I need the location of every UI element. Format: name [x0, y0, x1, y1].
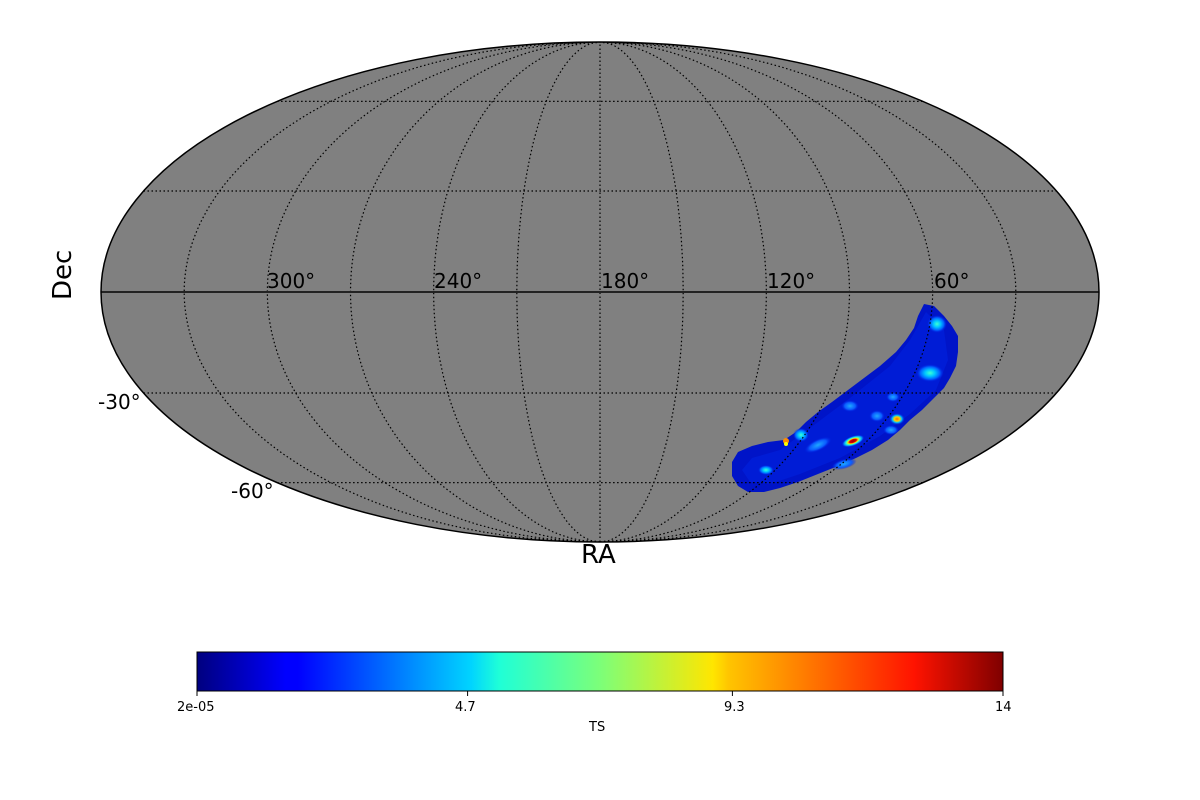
- ra-tick-300: 300°: [267, 269, 316, 293]
- colorbar-tick-4-7: 4.7: [455, 700, 476, 715]
- colorbar: [196, 651, 1004, 692]
- colorbar-tick-min: 2e-05: [177, 700, 215, 715]
- ra-tick-180: 180°: [601, 269, 650, 293]
- meridian-line: [183, 42, 601, 542]
- ra-tick-120: 120°: [767, 269, 816, 293]
- colorbar-tick-max: 14: [995, 700, 1012, 715]
- ra-tick-240: 240°: [434, 269, 483, 293]
- colorbar-ticks: [196, 691, 1004, 696]
- y-axis-title: Dec: [48, 249, 78, 300]
- colorbar-title: TS: [589, 720, 606, 735]
- ts-coverage-region: [732, 304, 958, 492]
- meridian-line: [599, 42, 767, 542]
- colorbar-tick-9-3: 9.3: [724, 700, 745, 715]
- dec-tick-minus60: -60°: [231, 479, 274, 503]
- meridian-line: [433, 42, 601, 542]
- sky-outline: [100, 41, 1100, 543]
- ra-tick-60: 60°: [934, 269, 970, 293]
- x-axis-title: RA: [581, 540, 616, 570]
- dec-tick-minus30: -30°: [98, 390, 141, 414]
- graticule: [143, 42, 1057, 542]
- coverage-band-inner: [742, 312, 948, 484]
